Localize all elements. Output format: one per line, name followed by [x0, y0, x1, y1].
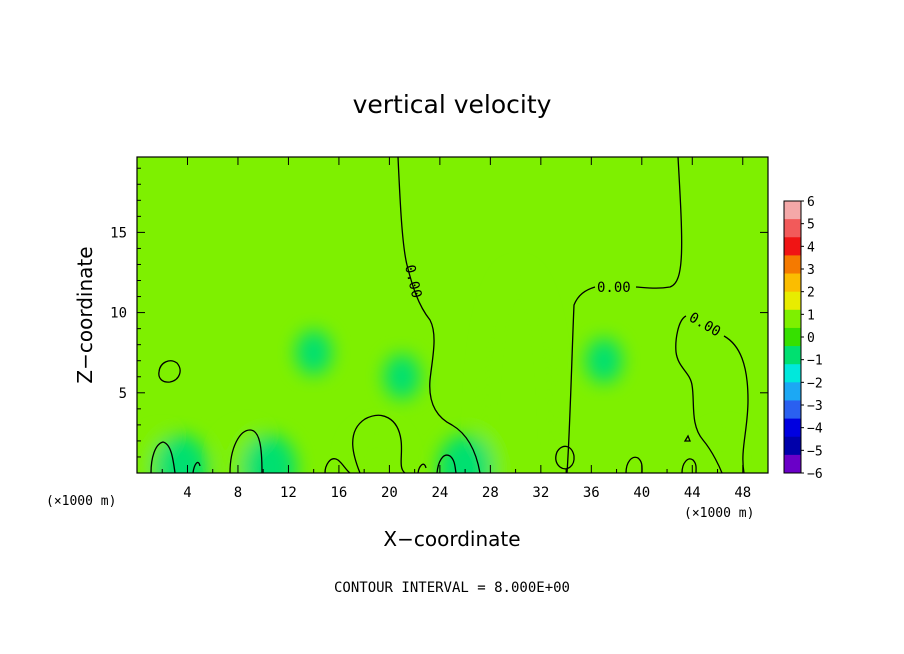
field-level [481, 269, 555, 473]
field-level [295, 330, 332, 376]
colorbar-swatch [784, 418, 801, 438]
x-tick-label: 36 [583, 485, 600, 501]
colorbar-swatch [784, 201, 801, 220]
colorbar-swatch [784, 400, 801, 420]
colorbar-label: 0 [807, 331, 815, 346]
field-peak [481, 269, 555, 473]
field-peak [383, 354, 421, 400]
colorbar-swatch [784, 309, 801, 329]
colorbar-label: −6 [807, 467, 823, 482]
x-unit-label: (×1000 m) [684, 506, 754, 521]
plot-background [137, 157, 768, 473]
colorbar-label: 5 [807, 218, 815, 233]
colorbar-label: 4 [807, 240, 815, 255]
x-axis: 4 8 12 16 20 24 28 32 36 40 44 48 [161, 157, 751, 501]
colorbar-label: 2 [807, 286, 815, 301]
x-tick-label: 24 [431, 485, 448, 501]
colorbar-swatch [784, 291, 801, 311]
field-level [348, 426, 405, 473]
plot-area: 0.00 0.00 0.00 [137, 157, 768, 473]
contour-line [436, 454, 457, 473]
colorbar-swatch [784, 273, 801, 293]
colorbar-swatch [784, 237, 801, 256]
colorbar-label: −4 [807, 422, 823, 437]
field-peak [491, 322, 548, 384]
field-level [437, 434, 493, 473]
chart-title: vertical velocity [353, 90, 552, 119]
colorbar-label: −5 [807, 444, 823, 459]
contour-line [397, 157, 481, 473]
contour-lines [150, 157, 749, 473]
contour-line [681, 458, 697, 473]
contour-line [417, 463, 427, 473]
y-axis-label: Z−coordinate [73, 246, 97, 383]
x-axis-label: X−coordinate [383, 527, 520, 551]
y-tick-label: 10 [110, 306, 127, 322]
colorbar-swatch [784, 454, 801, 474]
field-peak [242, 434, 297, 473]
contour-line [635, 157, 683, 289]
colorbar-label: −3 [807, 399, 823, 414]
velocity-field [137, 269, 750, 473]
y-axis: 5 10 15 [110, 167, 768, 458]
x-tick-label: 44 [684, 485, 701, 501]
contour-label: 0.00 [597, 280, 631, 296]
field-level [153, 434, 209, 473]
contour-line [192, 461, 201, 473]
colorbar-swatch [784, 255, 801, 275]
x-tick-label: 20 [381, 485, 398, 501]
colorbar-swatch [784, 436, 801, 456]
x-tick-label: 32 [532, 485, 549, 501]
colorbar-label: 6 [807, 195, 815, 210]
colorbar-swatch [784, 327, 801, 347]
y-tick-label: 15 [110, 225, 127, 241]
colorbar-label: −1 [807, 354, 823, 369]
contour-line [229, 429, 263, 473]
contour-line [352, 414, 406, 473]
field-peak [698, 429, 750, 473]
contour-line [324, 458, 351, 473]
contour-line [555, 445, 575, 470]
field-level [383, 354, 421, 400]
x-tick-label: 16 [330, 485, 347, 501]
contour-line [150, 441, 176, 473]
colorbar-swatch [784, 346, 801, 365]
x-tick-label: 4 [183, 485, 191, 501]
field-level [698, 429, 750, 473]
contour-line [683, 434, 691, 442]
colorbar-label: 3 [807, 263, 815, 278]
x-tick-label: 8 [234, 485, 242, 501]
colorbar-label: 1 [807, 308, 815, 323]
z-unit-label: (×1000 m) [46, 494, 116, 509]
contour-interval-note: CONTOUR INTERVAL = 8.000E+00 [334, 580, 570, 596]
plot-frame [136, 156, 769, 474]
contour-line [723, 335, 749, 473]
field-level [242, 434, 297, 473]
field-peak [348, 426, 405, 473]
field-peak [585, 338, 623, 384]
contour-line [675, 315, 723, 473]
contour-line [566, 286, 596, 473]
field-level [491, 322, 548, 384]
y-tick-label: 5 [119, 386, 127, 402]
colorbar-swatch [784, 219, 801, 238]
x-tick-label: 40 [633, 485, 650, 501]
x-tick-label: 12 [280, 485, 297, 501]
x-tick-label: 28 [482, 485, 499, 501]
colorbar-swatch [784, 364, 801, 383]
field-peak [153, 434, 209, 473]
colorbar: 6 5 4 3 2 1 0 −1 −2 −3 −4 −5 −6 [783, 195, 823, 482]
field-peak [295, 330, 332, 376]
colorbar-swatch [784, 382, 801, 401]
contour-label: 0.00 [401, 263, 424, 299]
contour-line [158, 360, 181, 383]
x-tick-label: 48 [734, 485, 751, 501]
colorbar-label: −2 [807, 376, 823, 391]
field-level [585, 338, 623, 384]
